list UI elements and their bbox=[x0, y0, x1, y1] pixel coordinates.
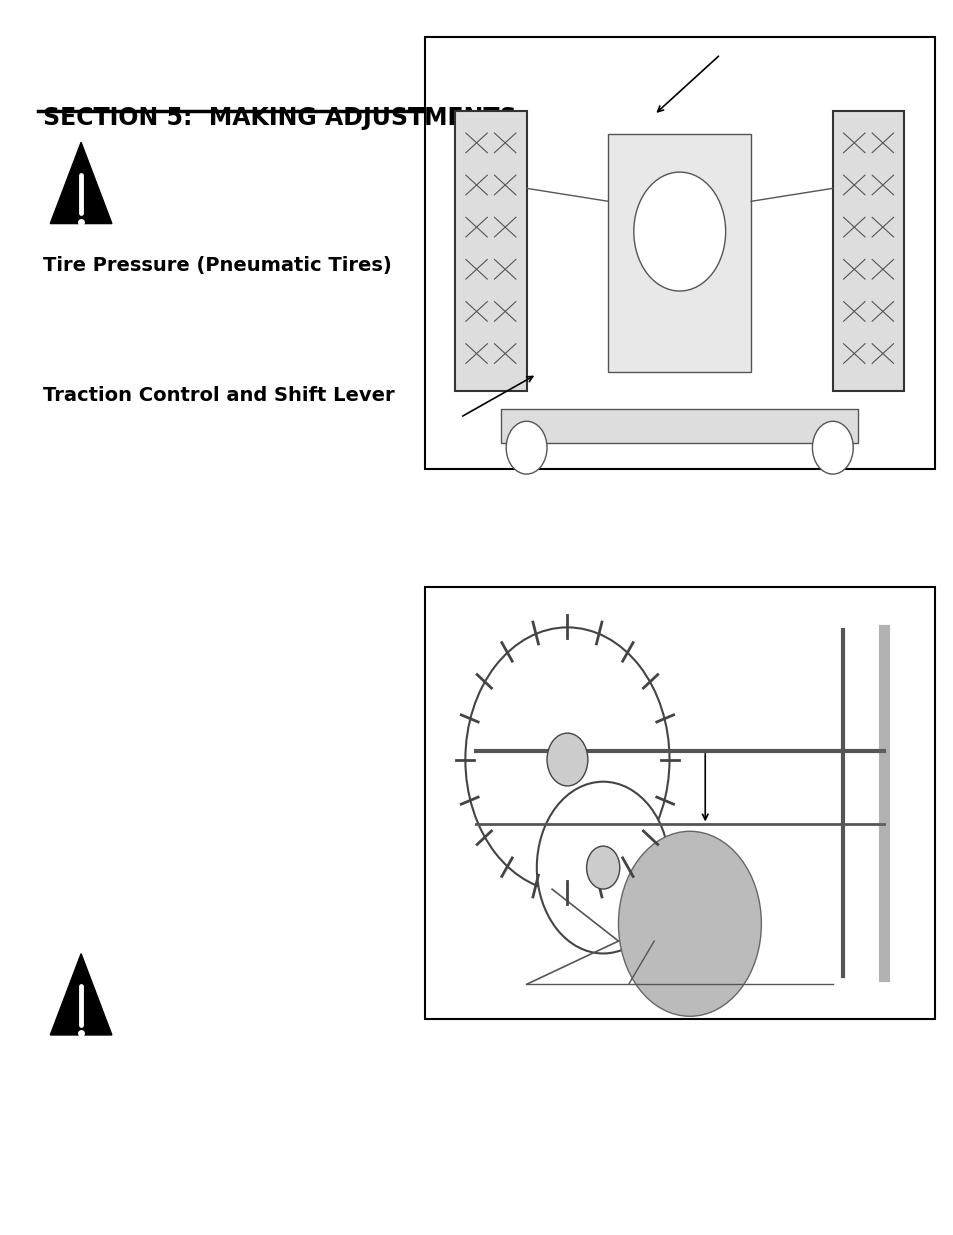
Circle shape bbox=[506, 421, 546, 474]
Text: Traction Control and Shift Lever: Traction Control and Shift Lever bbox=[43, 385, 395, 405]
Bar bbox=[424, 37, 934, 469]
Text: Tire Pressure (Pneumatic Tires): Tire Pressure (Pneumatic Tires) bbox=[43, 256, 392, 275]
Circle shape bbox=[618, 831, 760, 1016]
Bar bbox=[608, 135, 750, 372]
Circle shape bbox=[537, 782, 669, 953]
Bar bbox=[500, 409, 858, 443]
Circle shape bbox=[633, 172, 725, 291]
Bar bbox=[832, 110, 903, 391]
Text: SECTION 5:  MAKING ADJUSTMENTS: SECTION 5: MAKING ADJUSTMENTS bbox=[43, 106, 516, 130]
Polygon shape bbox=[51, 142, 112, 224]
Circle shape bbox=[465, 627, 669, 892]
Circle shape bbox=[546, 734, 587, 785]
Bar bbox=[424, 587, 934, 1019]
Bar bbox=[455, 110, 526, 391]
Circle shape bbox=[812, 421, 852, 474]
Polygon shape bbox=[51, 953, 112, 1035]
Circle shape bbox=[586, 846, 619, 889]
